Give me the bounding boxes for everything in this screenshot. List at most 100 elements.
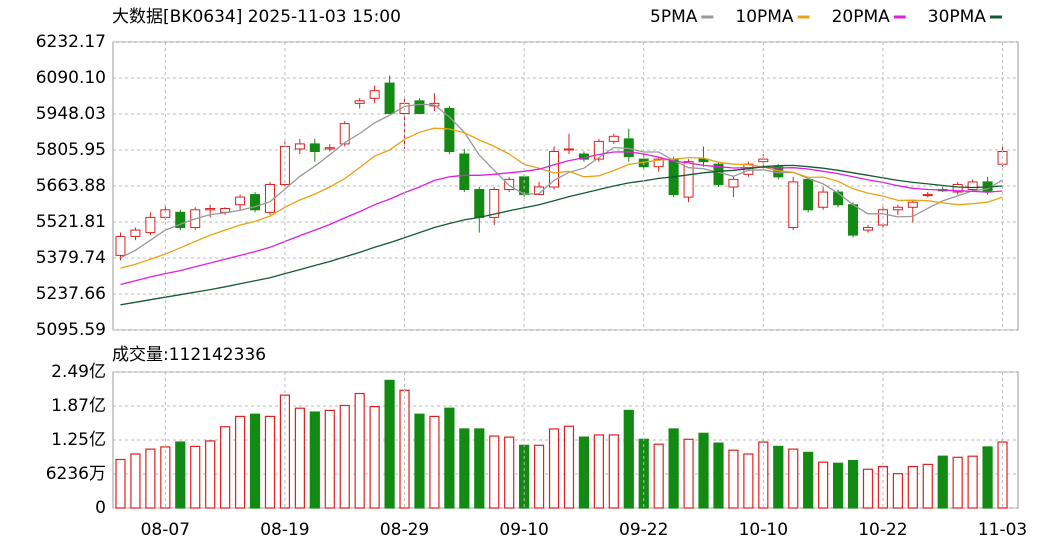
x-tick-label: 11-03 [978, 520, 1027, 540]
volume-bar [339, 404, 350, 509]
ma-line [120, 151, 1003, 286]
volume-bar [234, 415, 246, 509]
volume-bar [429, 415, 440, 509]
x-tick-label: 08-29 [380, 520, 429, 540]
volume-bar [773, 445, 784, 509]
candle-body [324, 147, 335, 150]
volume-bar [578, 436, 590, 509]
volume-bar [309, 411, 320, 509]
candle-body [952, 183, 963, 193]
volume-bar [713, 442, 724, 509]
x-tick-label: 09-10 [499, 520, 548, 540]
candle-body [489, 189, 500, 218]
volume-bar [220, 426, 231, 509]
volume-bar [862, 468, 874, 509]
volume-bar [205, 440, 216, 509]
y-tick-label: 5095.59 [36, 320, 106, 340]
volume-bar [145, 448, 156, 509]
volume-bar [818, 461, 829, 509]
y-tick-label: 5805.95 [36, 140, 106, 160]
y-tick-label: 5948.03 [36, 104, 106, 124]
candle-body [698, 158, 709, 163]
y-tick-label: 6090.10 [36, 68, 106, 88]
candle-body [145, 216, 156, 234]
y-tick-label: 6236万 [46, 464, 106, 484]
x-tick-label: 08-19 [260, 520, 309, 540]
volume-bar [967, 455, 978, 509]
volume-bar [982, 446, 993, 509]
y-tick-label: 6232.17 [36, 32, 106, 52]
candle-body [339, 123, 350, 145]
candle-body [250, 194, 261, 211]
volume-bar [892, 473, 903, 509]
x-tick-label: 09-22 [619, 520, 668, 540]
legend-label: 10PMA [735, 7, 794, 27]
candle-body [608, 135, 619, 142]
candle-body [115, 235, 126, 256]
candle-body [713, 163, 724, 185]
candle-body [309, 143, 320, 153]
volume-bar [474, 428, 485, 509]
ma-line [120, 127, 1003, 269]
candle-body [593, 140, 604, 160]
candle-body [922, 194, 933, 197]
volume-bar [743, 453, 754, 509]
volume-bar [444, 407, 455, 509]
volume-bar [548, 428, 560, 509]
volume-bar [698, 432, 709, 509]
candle-body [474, 189, 485, 218]
legend: 5PMA 10PMA 20PMA 30PMA [650, 7, 1002, 27]
candle-body [130, 229, 141, 237]
y-tick-label: 1.87亿 [51, 396, 106, 416]
volume-bar [489, 435, 500, 509]
candle-body [504, 178, 515, 191]
volume-bar [907, 465, 918, 509]
volume-bar [190, 445, 201, 509]
volume-bar [668, 428, 679, 509]
legend-label: 30PMA [928, 7, 987, 27]
candle-body [459, 153, 470, 191]
volume-bar [608, 434, 619, 509]
volume-bar [937, 455, 948, 509]
volume-bar [384, 379, 395, 509]
candle-body [354, 100, 365, 104]
volume-bar [369, 405, 380, 509]
volume-bar [175, 441, 186, 509]
volume-bar [788, 448, 799, 509]
candle-body [235, 196, 246, 206]
candle-body [175, 211, 186, 229]
candle-body [384, 82, 395, 114]
candle-body [803, 178, 814, 211]
candle-body [788, 181, 799, 229]
x-tick-label: 10-22 [858, 520, 907, 540]
volume-bar [294, 407, 305, 509]
volume-bar [847, 459, 859, 509]
y-tick-label: 0 [95, 498, 106, 518]
volume-title: 成交量:112142336 [112, 345, 266, 365]
volume-bar [623, 409, 634, 509]
volume-bar [459, 428, 470, 509]
candle-body [758, 158, 769, 163]
candle-body [892, 206, 903, 211]
volume-bar [563, 425, 575, 509]
candle-body [653, 158, 664, 168]
volume-bar [249, 413, 261, 509]
volume-bar [683, 438, 694, 509]
candle-body [728, 178, 739, 188]
candle-body [414, 100, 425, 114]
volume-bar [533, 444, 545, 509]
candle-body [534, 186, 545, 196]
candle-body [563, 148, 574, 151]
candle-body [848, 204, 859, 236]
y-tick-label: 1.25亿 [51, 430, 106, 450]
volume-bar [952, 456, 963, 509]
x-tick-label: 10-10 [739, 520, 788, 540]
chart-title: 大数据[BK0634] 2025-11-03 15:00 [112, 7, 401, 27]
candle-body [862, 227, 873, 231]
legend-label: 20PMA [832, 7, 891, 27]
candle-body [205, 208, 216, 211]
candle-body [967, 181, 978, 191]
candle-body [833, 191, 844, 206]
